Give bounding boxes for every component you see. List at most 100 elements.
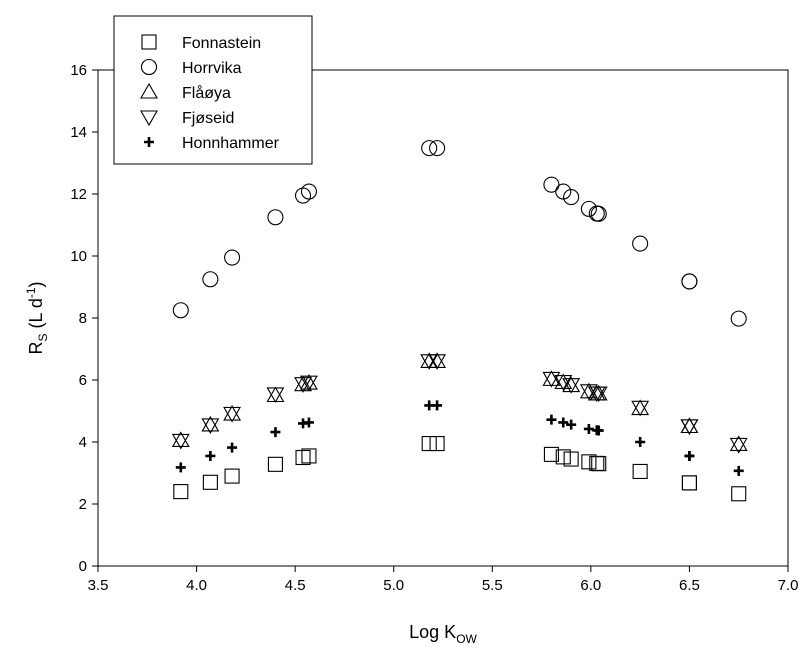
data-point (566, 419, 577, 430)
x-axis-title-subscript: OW (456, 632, 477, 646)
data-point (270, 427, 281, 438)
data-point (429, 435, 445, 452)
data-point (635, 437, 646, 447)
data-point (295, 449, 311, 466)
data-point (733, 465, 744, 476)
x-tick-label: 7.0 (778, 577, 799, 594)
data-point (175, 462, 186, 473)
y-axis: 0 2 4 6 8 10 12 14 16 (70, 62, 98, 575)
data-point (591, 456, 607, 472)
y-axis-title-units: (L d (26, 298, 46, 333)
data-point (300, 183, 317, 200)
y-tick-label: 16 (70, 62, 87, 79)
data-point (563, 189, 580, 206)
x-tick-label: 4.0 (186, 577, 207, 594)
data-point (421, 140, 438, 157)
data-point (428, 354, 447, 370)
x-axis: 3.5 4.0 4.5 5.0 5.5 6.0 6.5 7.0 (88, 566, 799, 594)
data-point (543, 446, 559, 462)
y-tick-label: 6 (79, 372, 87, 389)
legend-marker (140, 58, 158, 76)
data-point (428, 352, 447, 368)
data-point (681, 273, 698, 290)
data-point (171, 433, 190, 450)
data-point (731, 486, 747, 502)
y-tick-label: 10 (70, 248, 87, 265)
legend-label: Flåøya (182, 84, 231, 102)
x-axis-title-base: Log K (409, 622, 456, 642)
data-point (555, 449, 571, 465)
data-point (729, 437, 748, 454)
y-tick-label: 12 (70, 186, 87, 203)
data-point (171, 431, 190, 448)
data-point (173, 484, 189, 500)
series-triangle-up (171, 352, 748, 452)
data-point (632, 463, 648, 480)
data-point (680, 419, 699, 435)
legend-marker (141, 34, 157, 50)
data-point (172, 302, 189, 319)
x-tick-label: 3.5 (88, 577, 109, 594)
x-axis-title: Log KOW (409, 622, 477, 646)
data-point (299, 375, 318, 392)
data-point (681, 475, 697, 491)
legend-marker (140, 82, 158, 99)
data-point (301, 448, 317, 464)
series-circle (172, 140, 747, 327)
data-point (730, 310, 747, 327)
data-point (580, 200, 597, 217)
data-point (632, 235, 649, 252)
y-axis-title-subscript: S (36, 334, 50, 342)
data-point (201, 415, 220, 432)
series-square (173, 435, 747, 502)
data-point (266, 387, 285, 404)
data-point (680, 419, 699, 435)
data-point (421, 435, 437, 452)
data-point (227, 442, 238, 453)
legend-marker (144, 137, 154, 147)
data-point (590, 205, 607, 222)
legend-box (113, 15, 313, 165)
y-axis-title-base: R (26, 342, 46, 355)
y-tick-label: 2 (79, 496, 87, 513)
data-point (581, 454, 597, 470)
data-point (593, 425, 604, 436)
x-tick-label: 5.0 (383, 577, 404, 594)
y-tick-label: 4 (79, 434, 87, 451)
y-tick-label: 14 (70, 124, 87, 141)
y-axis-title-units-close: ) (26, 281, 46, 287)
data-point (558, 417, 569, 428)
data-point (223, 404, 242, 421)
data-point (546, 414, 557, 425)
legend-label: Honnhammer (182, 135, 280, 152)
y-tick-label: 0 (79, 558, 87, 575)
data-markers (171, 140, 748, 502)
y-axis-title: RS (L d-1) (24, 281, 50, 354)
data-point (589, 386, 608, 403)
data-point (543, 176, 560, 193)
data-point (681, 475, 697, 491)
data-point (202, 271, 219, 288)
legend-label: Fonnastein (182, 35, 261, 52)
data-point (542, 371, 561, 388)
x-tick-label: 4.5 (285, 577, 306, 594)
data-point (224, 468, 240, 484)
data-point (224, 249, 241, 266)
data-point (729, 435, 748, 452)
series-plus (175, 400, 744, 476)
legend: Fonnastein Horrvika Flåøya Fjøseid Honnhamme… (113, 15, 313, 165)
data-point (303, 417, 314, 428)
data-point (205, 450, 216, 461)
data-point (563, 451, 579, 467)
x-tick-label: 6.5 (679, 577, 700, 594)
data-point (267, 456, 283, 472)
data-point (267, 209, 284, 226)
data-point (202, 474, 218, 490)
data-point (684, 450, 695, 461)
legend-label: Fjøseid (182, 110, 234, 127)
y-axis-title-superscript: -1 (24, 287, 38, 298)
legend-items: Fonnastein Horrvika Flåøya Fjøseid Honnhamme… (140, 34, 280, 152)
x-tick-label: 5.5 (482, 577, 503, 594)
data-point (680, 417, 699, 434)
